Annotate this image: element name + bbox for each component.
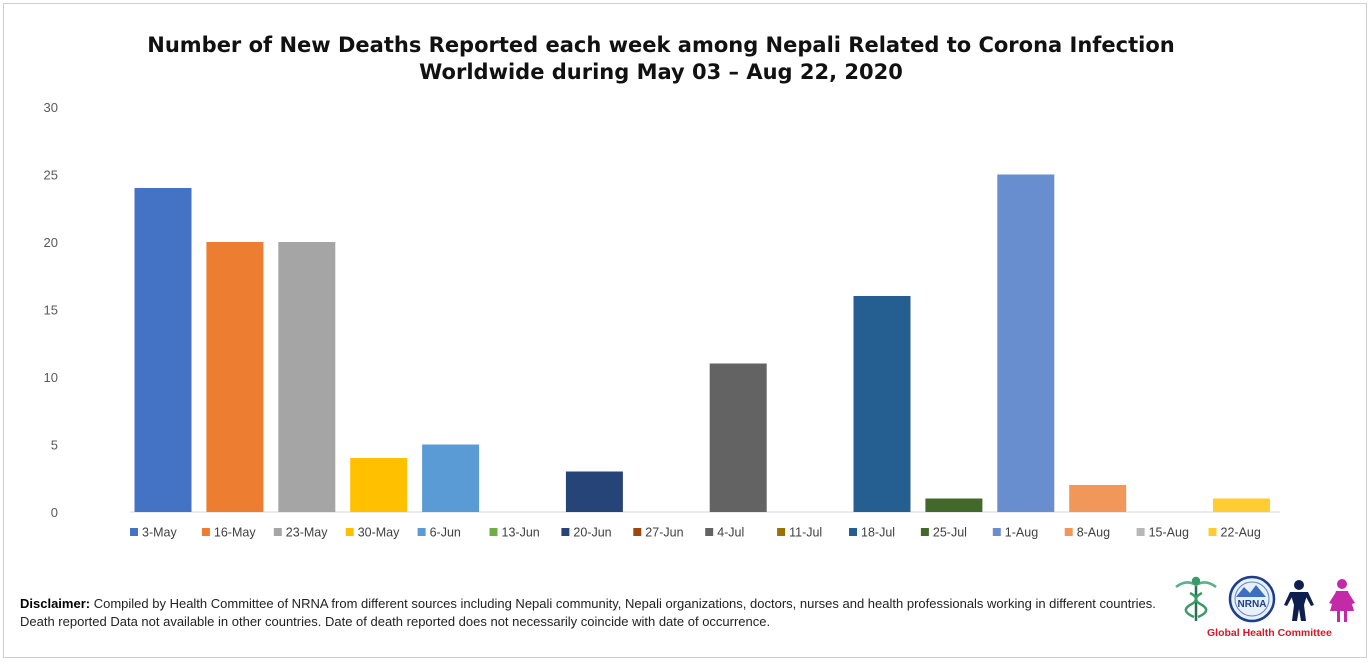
legend-swatch (849, 528, 857, 536)
bar-4-Jul (709, 363, 767, 512)
legend-label: 15-Aug (1149, 526, 1189, 540)
bar-6-Jun (422, 444, 480, 512)
legend-label: 20-Jun (573, 526, 611, 540)
y-tick-label: 5 (51, 438, 58, 453)
legend-swatch (130, 528, 138, 536)
legend-label: 8-Aug (1077, 526, 1110, 540)
y-tick-label: 15 (44, 303, 58, 318)
disclaimer: Disclaimer: Compiled by Health Committee… (20, 595, 1160, 630)
legend-swatch (1136, 528, 1145, 536)
legend-swatch (345, 528, 354, 536)
legend-label: 22-Aug (1221, 526, 1261, 540)
chart-title: Number of New Deaths Reported each week … (0, 32, 1322, 86)
legend-swatch (489, 528, 498, 536)
bar-20-Jun (565, 471, 623, 512)
logo-caption: Global Health Committee (1207, 627, 1332, 639)
legend-label: 27-Jun (645, 526, 683, 540)
y-tick-label: 10 (44, 370, 58, 385)
legend-swatch (1064, 528, 1073, 536)
caduceus-icon (1175, 576, 1217, 621)
legend-label: 25-Jul (933, 526, 967, 540)
legend-swatch (201, 528, 210, 536)
bar-16-May (206, 242, 264, 512)
bar-25-Jul (925, 498, 983, 512)
nrna-emblem-icon: NRNA (1228, 575, 1276, 623)
legend-swatch (920, 528, 929, 536)
legend-label: 16-May (214, 526, 256, 540)
legend-label: 30-May (358, 526, 400, 540)
legend-label: 1-Aug (1005, 526, 1038, 540)
chart-title-line-2: Worldwide during May 03 – Aug 22, 2020 (419, 60, 903, 84)
legend-swatch (561, 528, 570, 536)
legend-swatch (273, 528, 282, 536)
y-tick-label: 20 (44, 235, 58, 250)
bar-22-Aug (1213, 498, 1270, 512)
legend-swatch (1208, 528, 1217, 536)
legend-label: 13-Jun (502, 526, 540, 540)
logo-group: NRNA (1168, 575, 1363, 645)
chart-title-line-1: Number of New Deaths Reported each week … (147, 33, 1175, 57)
legend-label: 6-Jun (430, 526, 461, 540)
legend-swatch (417, 528, 426, 536)
y-tick-label: 30 (44, 100, 58, 115)
bar-18-Jul (853, 296, 911, 512)
female-figure-icon (1329, 579, 1355, 622)
legend-swatch (992, 528, 1001, 536)
male-figure-icon (1284, 580, 1314, 621)
legend-label: 23-May (286, 526, 328, 540)
bar-1-Aug (997, 174, 1055, 512)
bar-23-May (278, 242, 336, 512)
disclaimer-label: Disclaimer: (20, 596, 91, 611)
bar-3-May (134, 188, 192, 512)
y-tick-label: 0 (51, 505, 58, 520)
legend-label: 4-Jul (717, 526, 744, 540)
legend-swatch (777, 528, 786, 536)
y-tick-label: 25 (44, 168, 58, 183)
legend-label: 3-May (142, 526, 177, 540)
bar-chart: 0 5 10 15 20 25 30 3-May 16-May 23-May 30-May 6-Jun… (44, 100, 1280, 540)
legend-swatch (705, 528, 714, 536)
legend-label: 11-Jul (789, 526, 822, 540)
svg-text:NRNA: NRNA (1238, 599, 1267, 610)
bar-8-Aug (1069, 485, 1127, 512)
bar-30-May (350, 458, 408, 512)
legend-label: 18-Jul (861, 526, 895, 540)
disclaimer-text: Compiled by Health Committee of NRNA fro… (20, 596, 1156, 629)
legend-swatch (633, 528, 642, 536)
